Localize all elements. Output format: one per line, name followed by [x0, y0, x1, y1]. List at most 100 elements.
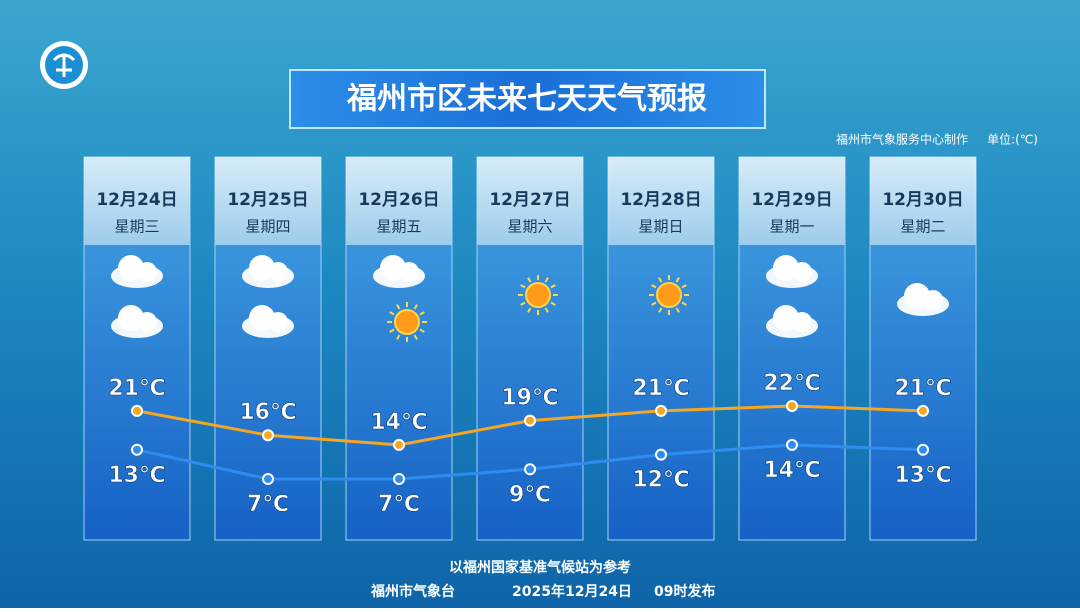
- sun-icon: [387, 302, 427, 342]
- sun-ray: [413, 304, 418, 310]
- temperature-label: 7℃: [378, 492, 420, 517]
- temperature-point: [262, 429, 274, 442]
- temperature-label: 22℃: [763, 371, 820, 396]
- day-header: [215, 157, 321, 245]
- sun-ray: [544, 307, 549, 313]
- day-header: [739, 157, 845, 245]
- cloud-icon: [766, 305, 818, 338]
- day-header: [84, 157, 190, 245]
- sun-ray: [419, 328, 425, 333]
- sun-ray: [658, 277, 663, 283]
- date: 12月25日: [227, 190, 308, 210]
- reference: 以福州国家基准气候站为参考: [449, 559, 631, 576]
- sun-ray: [675, 277, 680, 283]
- sun-ray: [419, 311, 425, 316]
- credit: 福州市气象服务中心制作: [836, 132, 968, 147]
- day-header: [477, 157, 583, 245]
- temperature-label: 21℃: [632, 376, 689, 401]
- temperature-point: [524, 463, 536, 476]
- temperature-label: 7℃: [247, 492, 289, 517]
- temperature-label: 13℃: [894, 463, 951, 488]
- cloud-icon: [373, 255, 425, 288]
- weekday: 星期六: [507, 218, 552, 236]
- temperature-point: [917, 404, 929, 417]
- temperature-label: 14℃: [763, 458, 820, 483]
- sun-ray: [520, 301, 526, 306]
- sun-ray: [389, 328, 395, 333]
- cloud-part: [268, 262, 288, 282]
- temperature-point: [524, 414, 536, 427]
- sun-disc: [525, 282, 551, 308]
- sun-ray: [413, 334, 418, 340]
- sun-ray: [396, 304, 401, 310]
- cloud-icon: [242, 305, 294, 338]
- day-header: [608, 157, 714, 245]
- issue-date: 2025年12月24日: [512, 583, 632, 600]
- cloud-part: [923, 290, 943, 310]
- cloud-part: [399, 262, 419, 282]
- temperature-label: 21℃: [108, 376, 165, 401]
- sun-ray: [396, 334, 401, 340]
- temperature-label: 14℃: [370, 410, 427, 435]
- sun-icon: [649, 275, 689, 315]
- sun-ray: [550, 301, 556, 306]
- temperature-label: 19℃: [501, 386, 558, 411]
- date: 12月24日: [96, 190, 177, 210]
- sun-ray: [651, 284, 657, 289]
- temperature-point: [655, 448, 667, 461]
- unit: 单位:(℃): [987, 132, 1038, 147]
- date: 12月27日: [489, 190, 570, 210]
- cloud-icon: [766, 255, 818, 288]
- weekday: 星期五: [376, 218, 421, 236]
- temperature-point: [393, 473, 405, 485]
- cloud-part: [137, 262, 157, 282]
- temperature-point: [393, 438, 405, 451]
- date: 12月28日: [620, 190, 701, 210]
- sun-ray: [550, 284, 556, 289]
- temperature-point: [786, 438, 798, 451]
- temperature-plot: 21℃ 16℃ 14℃ 19℃ 21℃ 22℃ 21℃ 13℃ 7℃ 7℃ 9℃ 12℃ 14℃ 13℃: [108, 371, 952, 518]
- cloud-part: [792, 262, 812, 282]
- sun-ray: [527, 307, 532, 313]
- weekday: 星期一: [769, 218, 814, 236]
- cloud-icon: [111, 305, 163, 338]
- cloud-part: [137, 312, 157, 332]
- temperature-label: 13℃: [108, 463, 165, 488]
- cloud-part: [268, 312, 288, 332]
- cloud-part: [792, 312, 812, 332]
- sun-icon: [518, 275, 558, 315]
- sun-ray: [651, 301, 657, 306]
- cloud-icon: [897, 283, 949, 316]
- date: 12月29日: [751, 190, 832, 210]
- issue-time: 09时发布: [654, 583, 715, 600]
- temperature-label: 9℃: [509, 482, 551, 507]
- cloud-icon: [242, 255, 294, 288]
- logo: [40, 41, 88, 89]
- sun-ray: [520, 284, 526, 289]
- issuer: 福州市气象台: [370, 583, 455, 600]
- temperature-label: 12℃: [632, 468, 689, 493]
- sun-ray: [681, 301, 687, 306]
- temperature-label: 16℃: [239, 400, 296, 425]
- temperature-point: [655, 404, 667, 417]
- temperature-point: [131, 443, 143, 456]
- cloud-icon: [111, 255, 163, 288]
- temperature-point: [917, 443, 929, 456]
- date: 12月26日: [358, 190, 439, 210]
- date: 12月30日: [882, 190, 963, 210]
- title: 福州市区未来七天天气预报: [346, 82, 707, 117]
- sun-ray: [675, 307, 680, 313]
- sun-disc: [394, 309, 420, 335]
- sun-ray: [544, 277, 549, 283]
- sun-ray: [658, 307, 663, 313]
- weekday: 星期日: [638, 218, 683, 236]
- sun-ray: [527, 277, 532, 283]
- temperature-point: [786, 400, 798, 412]
- sun-ray: [681, 284, 687, 289]
- weekday: 星期四: [245, 218, 290, 236]
- temperature-point: [262, 473, 274, 485]
- temperature-point: [131, 404, 143, 417]
